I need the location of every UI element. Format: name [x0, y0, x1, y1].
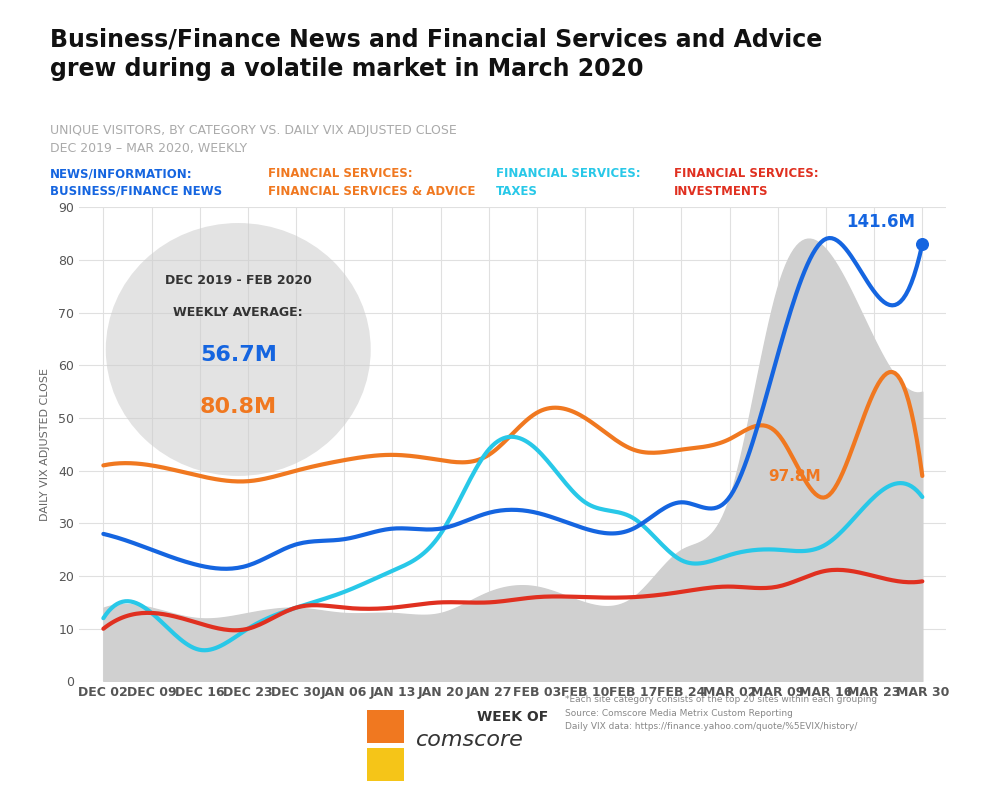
Text: 80.8M: 80.8M [200, 398, 276, 418]
Text: FINANCIAL SERVICES:: FINANCIAL SERVICES: [268, 167, 412, 180]
Text: BUSINESS/FINANCE NEWS: BUSINESS/FINANCE NEWS [50, 185, 222, 198]
Text: UNIQUE VISITORS, BY CATEGORY VS. DAILY VIX ADJUSTED CLOSE: UNIQUE VISITORS, BY CATEGORY VS. DAILY V… [50, 124, 456, 136]
X-axis label: WEEK OF: WEEK OF [478, 710, 548, 724]
Text: FINANCIAL SERVICES:: FINANCIAL SERVICES: [674, 167, 819, 180]
Text: 56.7M: 56.7M [200, 345, 276, 365]
Text: *Each site category consists of the top 20 sites within each grouping
Source: Co: *Each site category consists of the top … [565, 696, 877, 731]
Point [915, 238, 931, 250]
Text: FINANCIAL SERVICES & ADVICE: FINANCIAL SERVICES & ADVICE [268, 185, 475, 198]
FancyBboxPatch shape [367, 748, 404, 781]
Y-axis label: DAILY VIX ADJUSTED CLOSE: DAILY VIX ADJUSTED CLOSE [40, 368, 51, 520]
Text: DEC 2019 - FEB 2020: DEC 2019 - FEB 2020 [165, 274, 312, 288]
Text: NEWS/INFORMATION:: NEWS/INFORMATION: [50, 167, 192, 180]
FancyBboxPatch shape [367, 710, 404, 743]
Text: DEC 2019 – MAR 2020, WEEKLY: DEC 2019 – MAR 2020, WEEKLY [50, 142, 247, 155]
Text: Business/Finance News and Financial Services and Advice
grew during a volatile m: Business/Finance News and Financial Serv… [50, 28, 822, 80]
Text: comscore: comscore [416, 730, 524, 750]
Text: TAXES: TAXES [496, 185, 537, 198]
Text: 97.8M: 97.8M [769, 469, 822, 484]
Text: FINANCIAL SERVICES:: FINANCIAL SERVICES: [496, 167, 640, 180]
Text: WEEKLY AVERAGE:: WEEKLY AVERAGE: [173, 306, 303, 319]
Text: INVESTMENTS: INVESTMENTS [674, 185, 768, 198]
Text: 141.6M: 141.6M [846, 213, 915, 231]
Ellipse shape [106, 223, 371, 476]
